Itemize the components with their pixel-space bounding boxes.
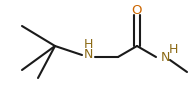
Text: N: N bbox=[83, 48, 93, 60]
Text: N: N bbox=[161, 51, 170, 63]
Text: H: H bbox=[83, 38, 93, 51]
Text: O: O bbox=[132, 5, 142, 18]
Text: H: H bbox=[169, 43, 178, 56]
